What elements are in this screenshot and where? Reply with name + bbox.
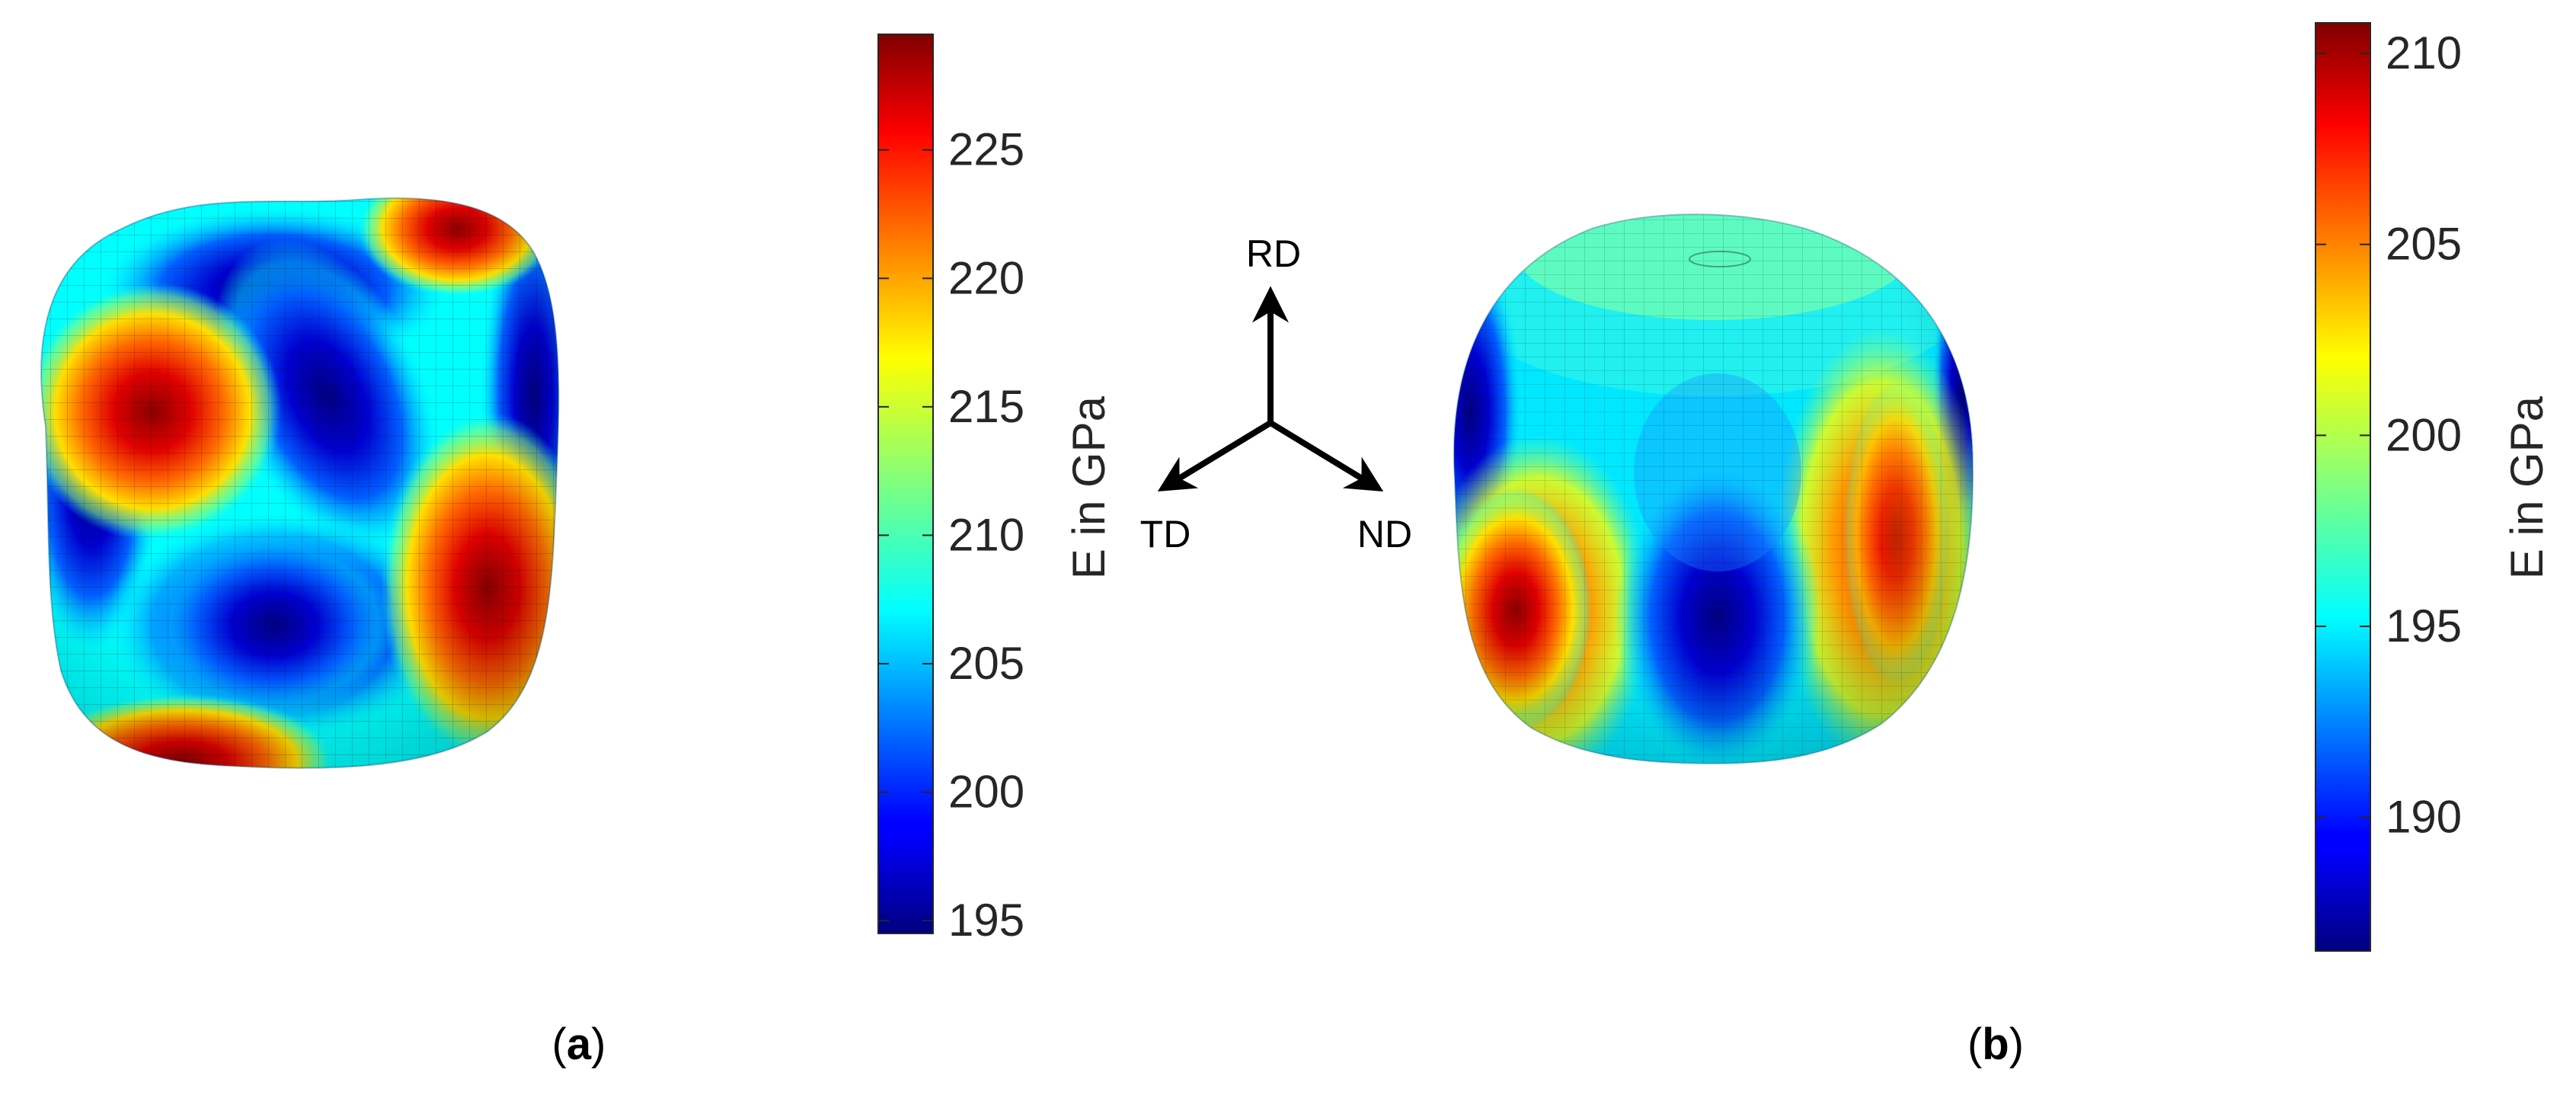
colorbar-a-tick-label: 210 xyxy=(948,509,1024,560)
colorbar-a-tick-label: 205 xyxy=(948,638,1024,689)
colorbar-a-label: E in GPa xyxy=(1063,395,1114,579)
td-label: TD xyxy=(1140,513,1191,556)
colorbar-b-tick-label: 200 xyxy=(2386,409,2462,460)
pole-marker-b xyxy=(1689,251,1751,267)
colorbar-a-tick-label: 215 xyxy=(948,381,1024,432)
colorbar-a-tick-label: 225 xyxy=(948,124,1024,175)
colorbar-b-tick-label: 190 xyxy=(2386,792,2462,843)
colorbar-a: 195 200 205 210 215 220 225 E in GPa xyxy=(877,34,1114,946)
surface-a-outline xyxy=(40,197,560,769)
colorbar-a-ticks: 195 200 205 210 215 220 225 xyxy=(878,124,1024,946)
colorbar-b-tick-label: 210 xyxy=(2386,27,2462,78)
caption-a: (a) xyxy=(552,1020,606,1069)
caption-b: (b) xyxy=(1967,1020,2024,1069)
colorbar-b-ticks: 190 195 200 205 210 xyxy=(2316,27,2462,843)
elastic-modulus-surface-a xyxy=(41,198,559,768)
colorbar-a-tick-label: 195 xyxy=(948,895,1024,946)
colorbar-a-tick-label: 200 xyxy=(948,767,1024,818)
colorbar-b-label: E in GPa xyxy=(2501,395,2552,579)
panel-a: 195 200 205 210 215 220 225 E in GPa (a) xyxy=(40,34,1114,1069)
surface-b-outline xyxy=(1453,213,1974,765)
nd-arrow xyxy=(1268,420,1384,491)
colorbar-a-tick-label: 220 xyxy=(948,252,1024,303)
nd-label: ND xyxy=(1357,513,1412,556)
rd-label: RD xyxy=(1246,232,1301,275)
panel-b: 190 195 200 205 210 E in GPa (b) xyxy=(1453,22,2552,1069)
elastic-modulus-surface-b xyxy=(1453,214,1974,764)
orientation-triad: RD TD ND xyxy=(1140,232,1412,556)
colorbar-b-tick-label: 205 xyxy=(2386,219,2462,270)
colorbar-b-tick-label: 195 xyxy=(2386,600,2462,652)
colorbar-b: 190 195 200 205 210 E in GPa xyxy=(2315,22,2552,952)
td-arrow xyxy=(1157,420,1273,491)
